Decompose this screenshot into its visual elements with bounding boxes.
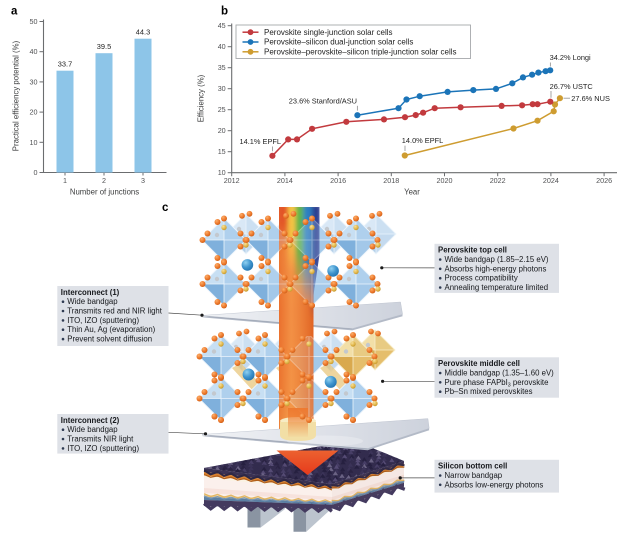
svg-text:2020: 2020 bbox=[437, 176, 453, 185]
svg-text:a: a bbox=[11, 6, 18, 18]
svg-text:14.0% EPFL: 14.0% EPFL bbox=[402, 136, 444, 145]
svg-text:Efficiency (%): Efficiency (%) bbox=[197, 74, 206, 122]
svg-text:2018: 2018 bbox=[383, 176, 399, 185]
svg-text:0: 0 bbox=[34, 168, 38, 177]
svg-text:33.7: 33.7 bbox=[58, 60, 72, 69]
svg-text:Absorbs low-energy photons: Absorbs low-energy photons bbox=[445, 480, 544, 489]
svg-text:Pure phase FAPbI3 perovskite: Pure phase FAPbI3 perovskite bbox=[445, 378, 549, 389]
svg-text:3: 3 bbox=[141, 176, 145, 185]
svg-text:Perovskite–silicon dual-juncti: Perovskite–silicon dual-junction solar c… bbox=[264, 38, 413, 47]
svg-text:27.6% NUS: 27.6% NUS bbox=[571, 94, 610, 103]
svg-text:34.2% Longi: 34.2% Longi bbox=[550, 53, 591, 62]
svg-text:40: 40 bbox=[30, 47, 38, 56]
svg-text:Year: Year bbox=[404, 188, 420, 197]
svg-text:14.1% EPFL: 14.1% EPFL bbox=[240, 137, 282, 146]
svg-text:2026: 2026 bbox=[596, 176, 612, 185]
svg-text:30: 30 bbox=[218, 84, 226, 93]
svg-text:Number of junctions: Number of junctions bbox=[70, 188, 139, 197]
svg-text:26.7% USTC: 26.7% USTC bbox=[550, 82, 594, 91]
svg-text:1: 1 bbox=[63, 176, 67, 185]
svg-text:ITO, IZO (sputtering): ITO, IZO (sputtering) bbox=[67, 316, 139, 325]
svg-text:Transmits red and NIR light: Transmits red and NIR light bbox=[67, 307, 162, 316]
svg-text:Wide bandgap: Wide bandgap bbox=[67, 425, 118, 434]
svg-text:10: 10 bbox=[218, 168, 226, 177]
svg-text:Narrow bandgap: Narrow bandgap bbox=[445, 471, 503, 480]
svg-text:50: 50 bbox=[30, 17, 38, 26]
svg-text:23.6% Stanford/ASU: 23.6% Stanford/ASU bbox=[289, 96, 357, 105]
svg-text:2016: 2016 bbox=[330, 176, 346, 185]
svg-text:c: c bbox=[162, 202, 169, 214]
svg-text:Thin Au, Ag (evaporation): Thin Au, Ag (evaporation) bbox=[67, 325, 155, 334]
svg-text:2014: 2014 bbox=[277, 176, 293, 185]
svg-text:Perovskite middle cell: Perovskite middle cell bbox=[438, 359, 520, 368]
svg-text:40: 40 bbox=[218, 42, 226, 51]
svg-text:10: 10 bbox=[30, 138, 38, 147]
svg-text:Perovskite–perovskite–silicon: Perovskite–perovskite–silicon triple-jun… bbox=[264, 48, 457, 57]
svg-text:Transmits NIR light: Transmits NIR light bbox=[67, 435, 134, 444]
svg-text:25: 25 bbox=[218, 105, 226, 114]
svg-text:Interconnect (1): Interconnect (1) bbox=[61, 288, 120, 297]
svg-text:2024: 2024 bbox=[543, 176, 559, 185]
svg-text:Prevent solvent diffusion: Prevent solvent diffusion bbox=[67, 335, 152, 344]
svg-text:35: 35 bbox=[218, 63, 226, 72]
svg-text:Absorbs high-energy photons: Absorbs high-energy photons bbox=[445, 264, 547, 273]
svg-text:2022: 2022 bbox=[490, 176, 506, 185]
svg-text:30: 30 bbox=[30, 77, 38, 86]
svg-text:39.5: 39.5 bbox=[97, 42, 111, 51]
svg-text:b: b bbox=[221, 6, 228, 18]
svg-text:Practical efficiency potential: Practical efficiency potential (%) bbox=[12, 40, 21, 151]
svg-text:15: 15 bbox=[218, 147, 226, 156]
svg-text:Silicon bottom cell: Silicon bottom cell bbox=[438, 462, 507, 471]
svg-text:Annealing temperature limited: Annealing temperature limited bbox=[445, 283, 549, 292]
svg-text:20: 20 bbox=[30, 108, 38, 117]
svg-text:Pb–Sn mixed perovskites: Pb–Sn mixed perovskites bbox=[445, 387, 533, 396]
svg-text:Middle bandgap (1.35–1.60 eV): Middle bandgap (1.35–1.60 eV) bbox=[445, 369, 555, 378]
svg-text:Perovskite single-junction sol: Perovskite single-junction solar cells bbox=[264, 28, 393, 37]
svg-text:ITO, IZO (sputtering): ITO, IZO (sputtering) bbox=[67, 444, 139, 453]
svg-text:Process compatibility: Process compatibility bbox=[445, 274, 518, 283]
svg-text:44.3: 44.3 bbox=[136, 28, 150, 37]
svg-text:Interconnect (2): Interconnect (2) bbox=[61, 416, 120, 425]
svg-text:2012: 2012 bbox=[224, 176, 240, 185]
svg-text:20: 20 bbox=[218, 126, 226, 135]
svg-text:Wide bandgap (1.85–2.15 eV): Wide bandgap (1.85–2.15 eV) bbox=[445, 255, 549, 264]
svg-text:45: 45 bbox=[218, 21, 226, 30]
svg-text:Perovskite top cell: Perovskite top cell bbox=[438, 246, 507, 255]
svg-text:2: 2 bbox=[102, 176, 106, 185]
svg-text:Wide bandgap: Wide bandgap bbox=[67, 297, 118, 306]
